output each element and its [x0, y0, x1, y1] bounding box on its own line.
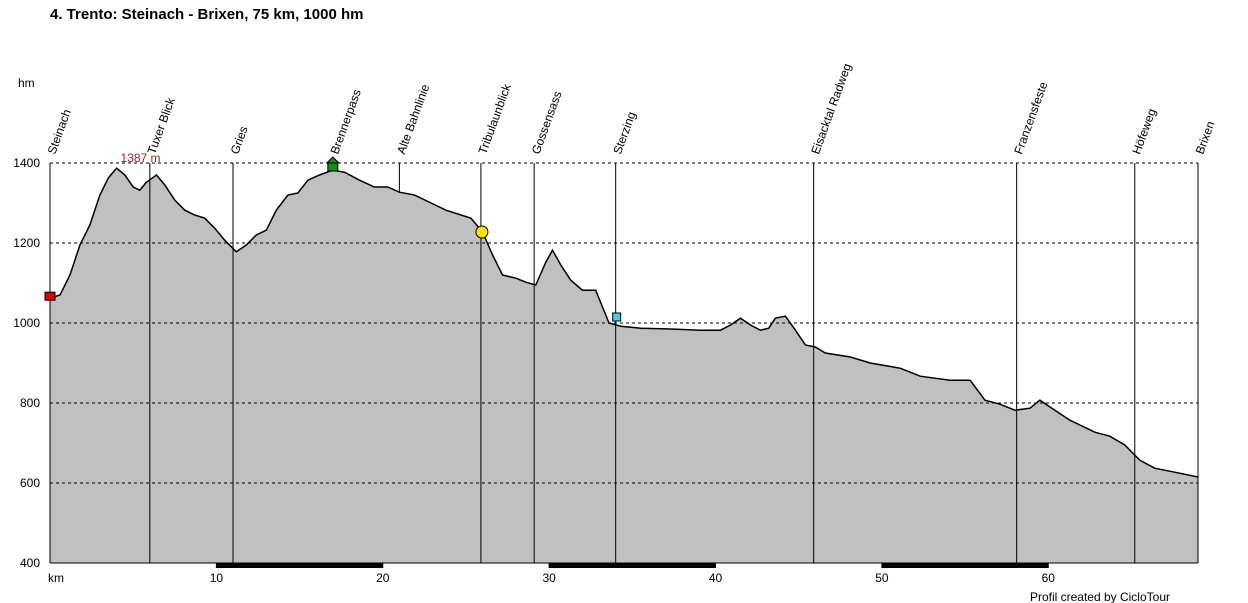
y-tick-label: 1400: [13, 156, 40, 170]
waypoint-label: Eisacktal Radweg: [808, 62, 854, 156]
elevation-line: [49, 167, 1199, 478]
x-tick-label: 10: [210, 571, 224, 585]
waypoint-label: Höfeweg: [1129, 107, 1158, 156]
chart-title: 4. Trento: Steinach - Brixen, 75 km, 100…: [50, 6, 363, 23]
elevation-area: [50, 168, 1198, 563]
y-tick-label: 800: [20, 396, 40, 410]
waypoint-label: Brixen: [1193, 119, 1218, 156]
waypoint-label: Franzensfeste: [1011, 79, 1050, 156]
y-tick-label: 600: [20, 476, 40, 490]
waypoint-label: Steinach: [45, 107, 74, 156]
waypoint-label: Tuxer Blick: [144, 95, 178, 156]
waypoint-label: Gries: [228, 124, 251, 156]
y-axis-label: hm: [18, 76, 35, 90]
km-scale-bar: [216, 563, 383, 568]
town-icon: [612, 312, 622, 322]
x-tick-label: 20: [376, 571, 390, 585]
waypoint-label: Tribulaunblick: [476, 81, 515, 156]
x-tick-label: 60: [1042, 571, 1056, 585]
waypoint-label: Sterzing: [610, 110, 638, 156]
waypoint-label: Gossensass: [529, 89, 565, 156]
km-scale-bar: [549, 563, 716, 568]
waypoint-label: Alte Bahnlinie: [394, 82, 432, 156]
y-tick-label: 400: [20, 556, 40, 570]
pass-roof: [325, 156, 341, 164]
peak-annotation: 1387 m: [121, 151, 161, 165]
x-tick-label: 40: [709, 571, 723, 585]
x-axis-label: km: [48, 571, 64, 585]
x-tick-label: 50: [875, 571, 889, 585]
start-icon: [44, 291, 56, 301]
y-tick-label: 1000: [13, 316, 40, 330]
y-tick-label: 1200: [13, 236, 40, 250]
waypoint-label: Brennerpass: [328, 87, 364, 156]
x-tick-label: 30: [542, 571, 556, 585]
km-scale-bar: [881, 563, 1049, 568]
footer: Profil created by CicloTour: [1030, 590, 1170, 603]
smiley-icon: [475, 225, 489, 239]
